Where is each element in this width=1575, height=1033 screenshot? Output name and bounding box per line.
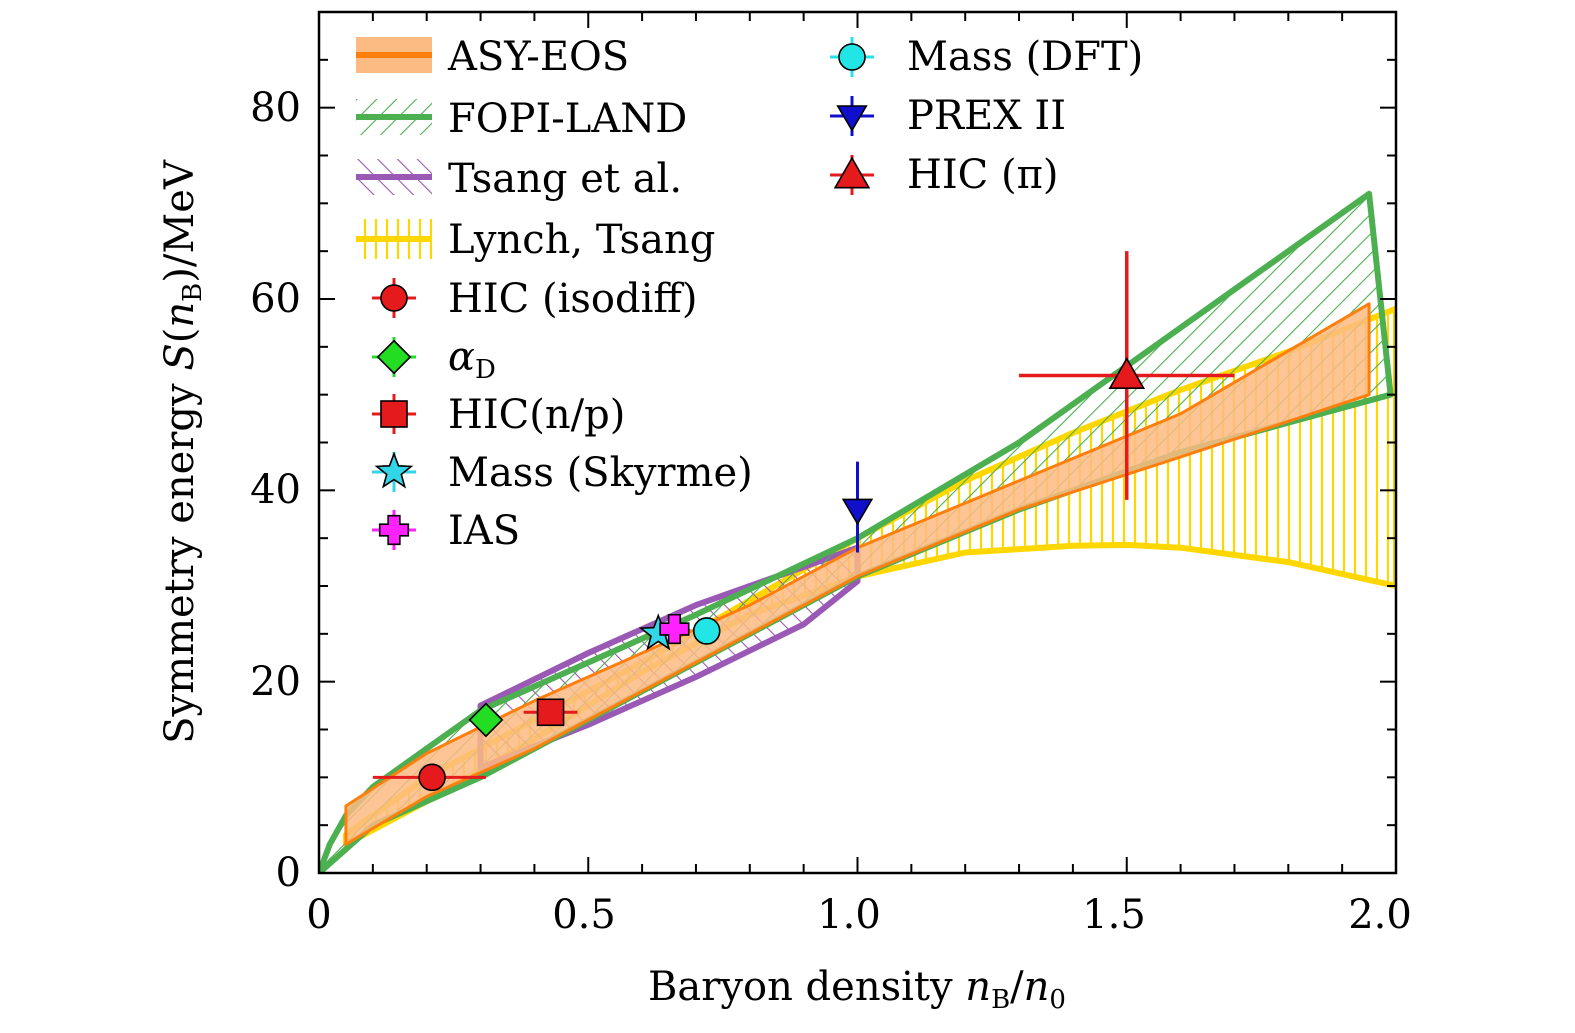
- legend-markers: [372, 37, 874, 550]
- marker-circle: [838, 43, 866, 71]
- point-d: [468, 702, 504, 738]
- band-asy-eos: [344, 302, 1371, 846]
- legend-label: FOPI-LAND: [448, 96, 687, 142]
- point-hic-isodiff: [372, 763, 486, 792]
- marker-diamond: [376, 339, 412, 375]
- point-ias: [659, 613, 690, 645]
- legend-marker: [372, 278, 416, 318]
- legend-marker: [372, 510, 416, 550]
- legend-item-fopi-land: FOPI-LAND: [356, 96, 687, 142]
- marker-triangle-down: [836, 105, 868, 132]
- marker-plus: [378, 514, 410, 546]
- marker-circle: [692, 617, 721, 645]
- legend-label: αD: [448, 334, 496, 385]
- legend-item-tsang: Tsang et al.: [356, 156, 682, 202]
- legend-marker: [372, 451, 416, 492]
- x-tick-label: 0: [306, 892, 331, 938]
- legend-marker: [372, 337, 416, 377]
- y-tick-labels: 0 20 40 60 80: [250, 85, 301, 896]
- legend-item-asy-eos: ASY-EOS: [356, 34, 629, 80]
- marker-triangle-down: [841, 498, 874, 526]
- legend-label: Mass (Skyrme): [448, 450, 753, 496]
- x-tick-label: 1.5: [1082, 892, 1146, 938]
- legend-marker: [372, 394, 416, 434]
- legend-marker: [830, 155, 874, 195]
- legend-label: ASY-EOS: [447, 34, 629, 80]
- y-tick-label: 60: [250, 276, 301, 322]
- point-mass-dft: [692, 617, 721, 645]
- marker-triangle-up: [1108, 357, 1146, 390]
- y-axis-title: Symmetry energy S(nB)/MeV: [157, 159, 208, 744]
- y-tick-label: 20: [250, 659, 301, 705]
- marker-star: [374, 451, 414, 489]
- legend-item-lynch-tsang: Lynch, Tsang: [356, 217, 715, 263]
- axis-ticks: [318, 11, 1397, 874]
- marker-diamond: [468, 702, 504, 738]
- marker-square: [536, 698, 565, 727]
- legend-label: HIC (π): [907, 152, 1059, 198]
- marker-circle: [380, 284, 408, 312]
- legend-label: PREX II: [907, 93, 1066, 139]
- legend-label: Tsang et al.: [448, 156, 682, 202]
- legend: ASY-EOS FOPI-LAND Tsang et al. Lynch, Ts…: [356, 34, 1143, 554]
- y-tick-label: 40: [250, 467, 301, 513]
- point-prex-ii: [841, 461, 874, 553]
- y-tick-label: 0: [276, 850, 301, 896]
- legend-label: IAS: [448, 508, 520, 554]
- legend-label: HIC (isodiff): [448, 276, 697, 322]
- legend-marker: [830, 96, 874, 136]
- marker-square: [380, 400, 408, 428]
- data-points: [372, 251, 1235, 792]
- x-tick-label: 2.0: [1348, 892, 1412, 938]
- x-tick-labels: 0 0.5 1.0 1.5 2.0: [306, 892, 1412, 938]
- marker-circle: [418, 763, 446, 792]
- marker-plus: [659, 613, 690, 645]
- marker-triangle-up: [833, 156, 871, 189]
- x-tick-label: 1.0: [817, 892, 881, 938]
- x-axis-title: Baryon density nB/n0: [648, 964, 1066, 1015]
- legend-label: HIC(n/p): [448, 392, 625, 438]
- legend-label: Lynch, Tsang: [448, 217, 715, 263]
- point-hic-n-p: [523, 698, 578, 727]
- legend-marker: [830, 37, 874, 77]
- y-tick-label: 80: [250, 85, 301, 131]
- point-hic: [1019, 251, 1235, 500]
- x-tick-label: 0.5: [552, 892, 616, 938]
- legend-label: Mass (DFT): [907, 34, 1143, 80]
